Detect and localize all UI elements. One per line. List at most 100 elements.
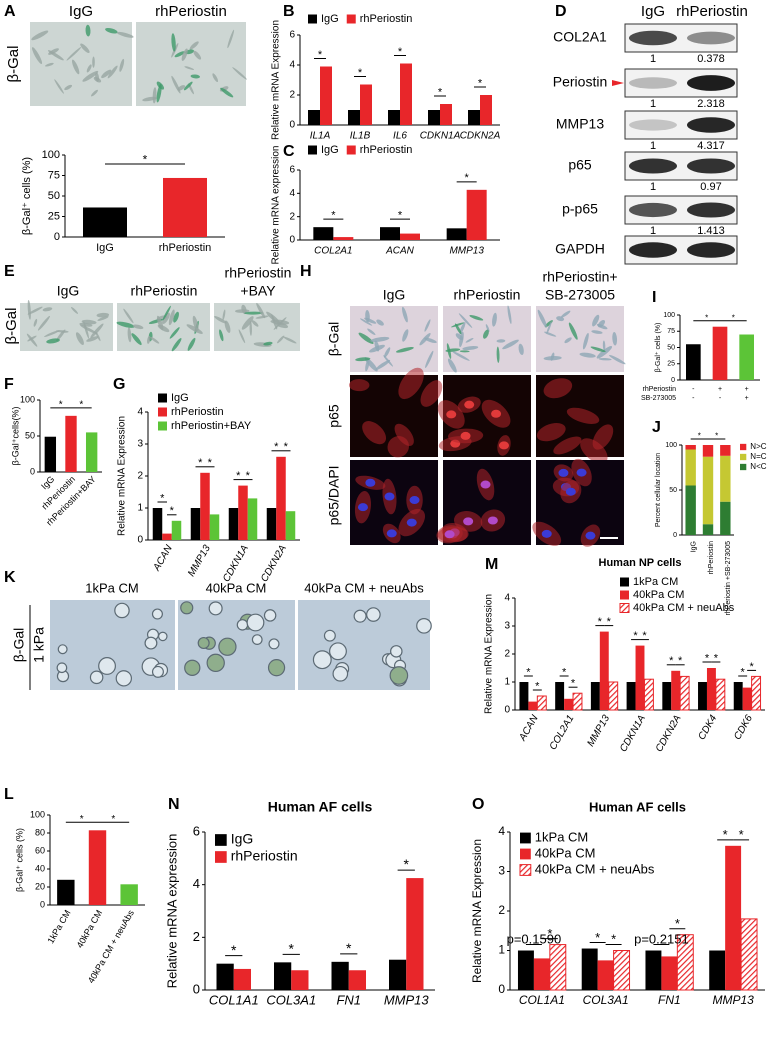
y-tick-label: 4 [289,60,295,71]
significance-label: * [595,930,600,945]
cell [275,322,289,329]
row-label: p65 [326,502,342,526]
cell [184,66,194,70]
cell [536,423,566,442]
bar [572,692,583,711]
y-tick-label: 2 [289,211,295,222]
legend-swatch [215,834,227,846]
nucleus [480,480,491,489]
column-label: 40kPa CM [206,580,267,595]
nucleus [498,441,509,450]
nucleus [460,431,471,440]
cell [86,64,92,73]
nucleus [384,492,395,501]
legend-label: rhPeriostin [231,848,298,864]
cell [123,308,134,324]
blot-band [629,158,677,174]
legend-label: IgG [321,144,339,156]
cell [447,358,457,373]
legend-swatch [158,421,167,431]
legend-label: rhPeriostin [171,406,224,418]
bar [679,675,690,711]
cell [158,631,168,642]
cell [546,321,552,335]
cell [268,638,280,650]
bar-segment [685,445,696,450]
cell [390,645,403,658]
cell [370,336,390,343]
nucleus [541,529,552,538]
bar [597,960,614,990]
bar [360,84,372,125]
cell [398,367,424,400]
cell [518,343,524,356]
bar-segment [720,445,731,456]
nucleus [386,529,397,538]
cell [26,333,38,347]
bar [380,227,400,240]
cell [235,309,250,313]
blot-label: p-p65 [562,201,598,217]
bar [65,415,77,472]
bar [613,950,631,991]
bar [247,498,258,540]
nucleus [576,468,587,477]
y-tick-label: 100 [665,442,677,449]
column-label: rhPeriostin [225,265,292,281]
column-label: rhPeriostin [131,283,198,299]
y-axis-label: Relative mRNA Expression [484,594,495,714]
y-tick-label: 3 [504,621,510,632]
y-tick-label: 3 [498,864,505,878]
legend-label: N=C [750,452,766,461]
cell [54,79,64,94]
micrograph [443,306,531,372]
bar [725,845,742,990]
y-axis-label: β-Gal⁺ cells (%) [21,157,33,235]
legend-swatch [740,443,747,451]
blot-band [629,242,677,258]
column-label: rhPeriostin+ [542,269,617,285]
bar [228,508,239,540]
cell [458,313,473,328]
cell [560,310,571,318]
bar [274,962,292,990]
cell [394,423,414,446]
bar [276,456,286,540]
bar [715,678,726,711]
condition-name: rhPeriostin [643,386,677,393]
panel-letter: F [4,376,14,393]
y-tick-label: 100 [30,809,45,819]
cell [197,636,210,650]
bar [686,344,701,380]
cell [246,613,265,632]
significance-label: * [526,666,531,678]
y-tick-label: 1 [498,943,505,957]
bar [83,207,127,237]
bar [320,66,332,125]
nucleus [491,409,502,418]
cell [187,337,196,351]
chart-title: Human AF cells [268,799,373,815]
significance-label: p=0.1590 [507,932,562,947]
legend-swatch [619,603,630,613]
bar [120,884,138,905]
cell [219,329,224,342]
cell [459,331,464,348]
x-tick-label: IL6 [393,131,407,142]
cell [469,315,484,321]
y-tick-label: 75 [667,328,675,335]
cell [236,619,249,631]
cell [496,346,500,363]
y-tick-label: 75 [48,169,60,181]
cell [358,332,374,344]
legend-swatch [519,864,532,876]
nucleus [409,496,420,505]
bar [308,110,320,125]
bar [233,968,251,990]
bar-segment [702,456,714,525]
significance-label: * [547,926,552,941]
bar-segment [685,449,696,486]
panel-letter: M [485,556,498,573]
significance-label: * [284,441,289,453]
legend-swatch [740,463,747,471]
